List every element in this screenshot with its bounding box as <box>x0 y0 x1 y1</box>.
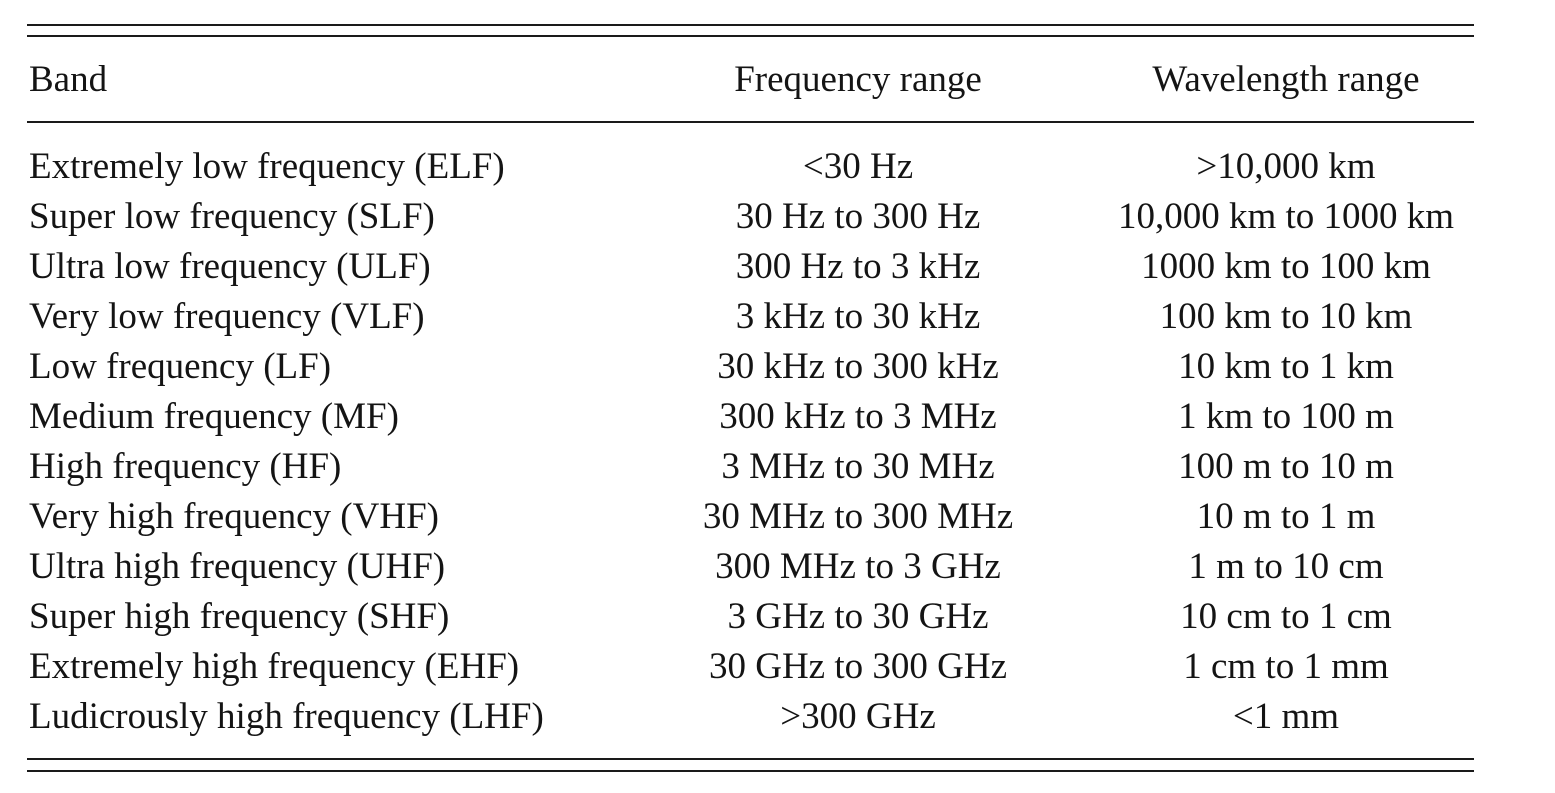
wavelength-cell: >10,000 km <box>1196 146 1376 187</box>
wavelength-cell: 10 cm to 1 cm <box>1180 596 1392 637</box>
wavelength-cell: <1 mm <box>1232 696 1340 737</box>
band-cell: Medium frequency (MF) <box>29 396 399 437</box>
bottom-rule-outer <box>27 770 1474 772</box>
wavelength-cell: 1 cm to 1 mm <box>1183 646 1389 687</box>
frequency-cell: 300 MHz to 3 GHz <box>715 546 1001 587</box>
top-rule-outer <box>27 24 1474 26</box>
band-cell: Ultra high frequency (UHF) <box>29 546 446 587</box>
table-row: Very high frequency (VHF) 30 MHz to 300 … <box>0 492 1555 542</box>
band-cell: High frequency (HF) <box>29 446 342 487</box>
table-row: Ultra high frequency (UHF) 300 MHz to 3 … <box>0 542 1555 592</box>
table-row: Low frequency (LF) 30 kHz to 300 kHz 10 … <box>0 342 1555 392</box>
table-header-row: Band Frequency range Wavelength range <box>0 55 1555 105</box>
band-cell: Super high frequency (SHF) <box>29 596 450 637</box>
frequency-cell: 3 GHz to 30 GHz <box>727 596 989 637</box>
band-cell: Ultra low frequency (ULF) <box>29 246 431 287</box>
band-cell: Ludicrously high frequency (LHF) <box>29 696 544 737</box>
bottom-rule-inner <box>27 758 1474 760</box>
wavelength-cell: 10,000 km to 1000 km <box>1117 196 1455 237</box>
band-cell: Low frequency (LF) <box>29 346 332 387</box>
table-row: Super low frequency (SLF) 30 Hz to 300 H… <box>0 192 1555 242</box>
band-cell: Very low frequency (VLF) <box>29 296 425 337</box>
table-row: High frequency (HF) 3 MHz to 30 MHz 100 … <box>0 442 1555 492</box>
frequency-cell: 3 MHz to 30 MHz <box>721 446 995 487</box>
frequency-cell: 30 Hz to 300 Hz <box>735 196 981 237</box>
header-rule <box>27 121 1474 123</box>
table-row: Extremely low frequency (ELF) <30 Hz >10… <box>0 142 1555 192</box>
frequency-cell: 30 kHz to 300 kHz <box>717 346 999 387</box>
wavelength-cell: 100 m to 10 m <box>1178 446 1394 487</box>
header-frequency-range: Frequency range <box>734 59 982 100</box>
frequency-cell: 30 MHz to 300 MHz <box>702 496 1014 537</box>
band-cell: Extremely low frequency (ELF) <box>29 146 505 187</box>
table-row: Medium frequency (MF) 300 kHz to 3 MHz 1… <box>0 392 1555 442</box>
wavelength-cell: 10 km to 1 km <box>1178 346 1394 387</box>
wavelength-cell: 10 m to 1 m <box>1196 496 1376 537</box>
band-cell: Super low frequency (SLF) <box>29 196 435 237</box>
frequency-cell: 300 Hz to 3 kHz <box>735 246 981 287</box>
top-rule-inner <box>27 35 1474 37</box>
frequency-cell: <30 Hz <box>802 146 914 187</box>
table-row: Super high frequency (SHF) 3 GHz to 30 G… <box>0 592 1555 642</box>
table-row: Ludicrously high frequency (LHF) >300 GH… <box>0 692 1555 742</box>
table-row: Ultra low frequency (ULF) 300 Hz to 3 kH… <box>0 242 1555 292</box>
frequency-cell: >300 GHz <box>780 696 936 737</box>
table-row: Extremely high frequency (EHF) 30 GHz to… <box>0 642 1555 692</box>
frequency-cell: 3 kHz to 30 kHz <box>735 296 981 337</box>
band-cell: Extremely high frequency (EHF) <box>29 646 520 687</box>
band-cell: Very high frequency (VHF) <box>29 496 439 537</box>
wavelength-cell: 100 km to 10 km <box>1159 296 1413 337</box>
header-band: Band <box>29 59 108 100</box>
wavelength-cell: 1000 km to 100 km <box>1141 246 1431 287</box>
header-wavelength-range: Wavelength range <box>1152 59 1420 100</box>
table-row: Very low frequency (VLF) 3 kHz to 30 kHz… <box>0 292 1555 342</box>
frequency-cell: 300 kHz to 3 MHz <box>719 396 997 437</box>
wavelength-cell: 1 km to 100 m <box>1178 396 1394 437</box>
frequency-cell: 30 GHz to 300 GHz <box>708 646 1008 687</box>
wavelength-cell: 1 m to 10 cm <box>1188 546 1384 587</box>
